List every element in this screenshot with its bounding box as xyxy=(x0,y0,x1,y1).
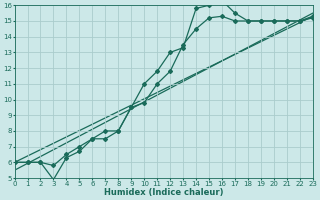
X-axis label: Humidex (Indice chaleur): Humidex (Indice chaleur) xyxy=(104,188,223,197)
